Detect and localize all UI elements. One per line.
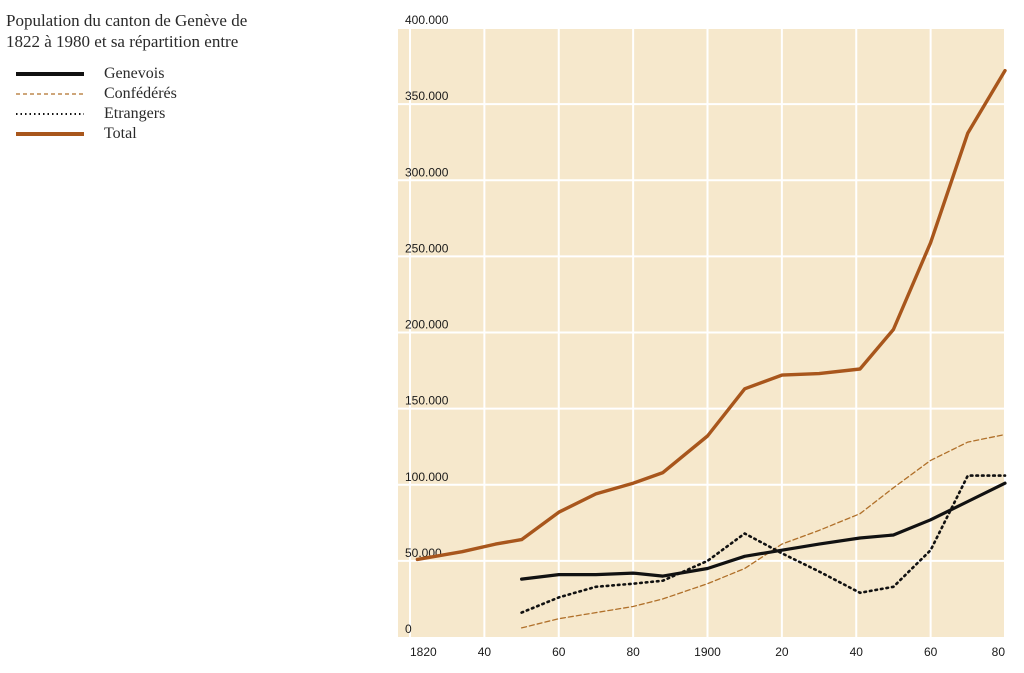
legend-label-genevois: Genevois	[104, 65, 165, 82]
legend-item-etrangers: Etrangers	[14, 104, 177, 124]
legend-label-total: Total	[104, 125, 137, 142]
y-tick-label-8: 400.000	[405, 13, 449, 27]
legend-label-etrangers: Etrangers	[104, 105, 166, 122]
legend-swatch-confederes	[16, 93, 84, 95]
y-tick-label-3: 150.000	[405, 394, 449, 408]
legend-item-confederes: Confédérés	[14, 84, 177, 104]
x-tick-label-4: 1900	[694, 645, 721, 659]
legend-swatch-total	[16, 132, 84, 136]
legend-item-total: Total	[14, 124, 177, 144]
x-tick-label-2: 60	[552, 645, 566, 659]
legend: Genevois Confédérés Etrangers Total	[14, 64, 177, 144]
chart-title-line-1: Population du canton de Genève de	[6, 11, 248, 30]
legend-item-genevois: Genevois	[14, 64, 177, 84]
x-tick-label-1: 40	[478, 645, 492, 659]
x-tick-label-3: 80	[626, 645, 640, 659]
series-line-genevois	[519, 481, 1007, 581]
chart-title-line-2: 1822 à 1980 et sa répartition entre	[6, 32, 239, 51]
series-line-etrangers	[520, 474, 1007, 614]
x-tick-label-5: 20	[775, 645, 789, 659]
series-line-confederes	[520, 433, 1006, 629]
legend-label-confederes: Confédérés	[104, 85, 177, 102]
y-tick-label-6: 300.000	[405, 165, 449, 179]
x-tick-label-6: 40	[850, 645, 864, 659]
series-line-total	[415, 68, 1007, 562]
x-tick-label-7: 60	[924, 645, 938, 659]
y-tick-label-7: 350.000	[405, 89, 449, 103]
y-tick-label-2: 100.000	[405, 470, 449, 484]
x-tick-label-0: 1820	[410, 645, 437, 659]
legend-swatch-genevois	[16, 72, 84, 76]
chart-title: Population du canton de Genève de 1822 à…	[6, 10, 366, 52]
y-tick-label-5: 250.000	[405, 241, 449, 255]
y-tick-label-4: 200.000	[405, 318, 449, 332]
y-tick-label-0: 0	[405, 622, 412, 636]
x-tick-label-8: 80	[992, 645, 1006, 659]
